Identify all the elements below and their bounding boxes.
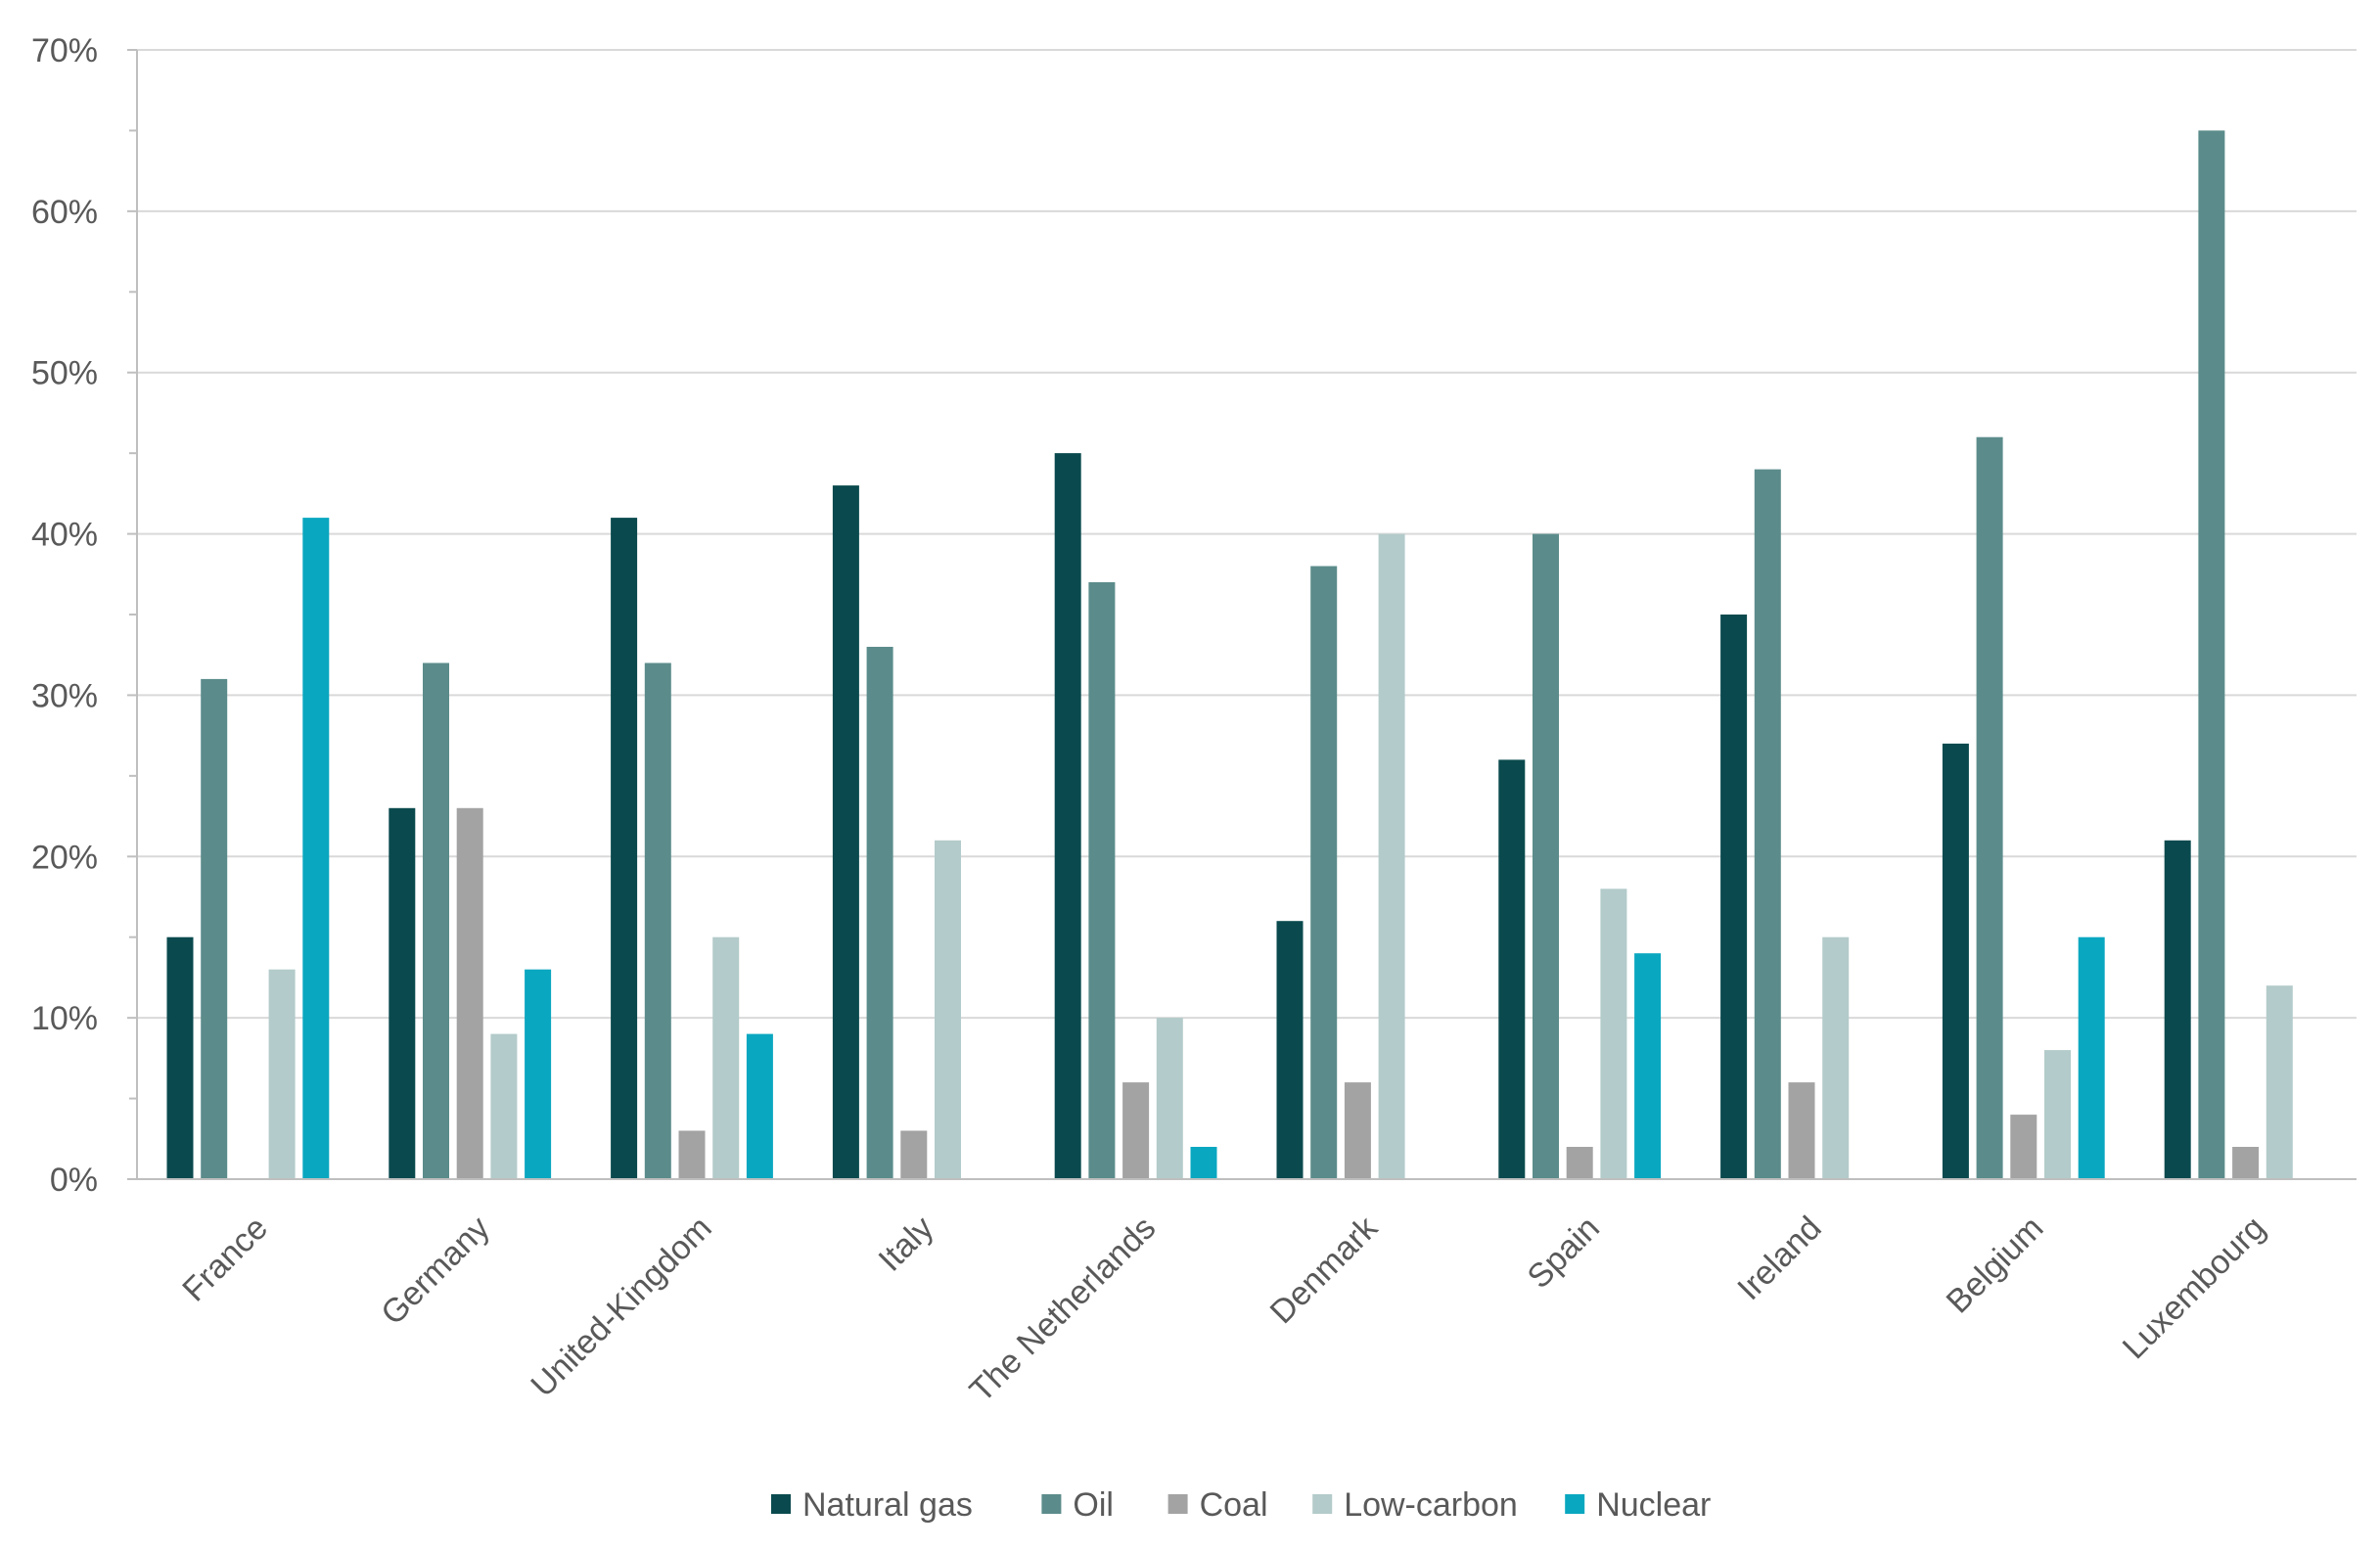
bar-coal-italy (900, 1130, 928, 1179)
y-tick-label: 60% (31, 194, 98, 231)
bar-low-carbon-denmark (1378, 533, 1405, 1179)
bar-low-carbon-spain (1600, 889, 1627, 1179)
legend-label: Nuclear (1596, 1486, 1711, 1524)
bar-nuclear-belgium (2078, 936, 2105, 1179)
x-tick-label: France (175, 1209, 275, 1309)
bar-natural-gas-italy (832, 485, 859, 1180)
bar-low-carbon-belgium (2044, 1050, 2071, 1179)
legend-swatch (1312, 1494, 1333, 1514)
bar-natural-gas-spain (1498, 759, 1526, 1179)
gridlines (137, 49, 2357, 1020)
bar-oil-denmark (1310, 566, 1338, 1179)
bar-natural-gas-the-netherlands (1054, 453, 1081, 1180)
bar-coal-united-kingdom (678, 1130, 706, 1179)
bar-low-carbon-united-kingdom (712, 936, 740, 1179)
x-tick-label: United-Kingdom (524, 1209, 718, 1404)
bar-low-carbon-france (268, 969, 296, 1179)
legend-swatch (771, 1494, 791, 1514)
legend-label: Low-carbon (1344, 1486, 1518, 1524)
bar-natural-gas-germany (389, 807, 416, 1179)
bar-natural-gas-belgium (1942, 743, 1969, 1179)
y-tick-label: 30% (31, 677, 98, 714)
x-tick-label: Belgium (1940, 1209, 2051, 1321)
x-tick-label: Spain (1520, 1209, 1606, 1296)
y-tick-label: 70% (31, 32, 98, 69)
bar-oil-belgium (1976, 436, 2003, 1179)
bar-oil-spain (1533, 533, 1559, 1179)
x-axis: France Germany United-Kingdom Italy The Neth… (137, 1178, 2357, 1410)
bar-low-carbon-ireland (1822, 936, 1850, 1179)
x-tick-label: Germany (374, 1209, 497, 1333)
y-axis: 0% 10% 20% 30% 40% 50% 60% 70% (31, 32, 138, 1199)
x-tick-label: Luxembourg (2116, 1209, 2273, 1367)
bar-natural-gas-denmark (1276, 921, 1304, 1179)
y-tick-label: 40% (31, 517, 98, 554)
x-tick-label: Italy (871, 1209, 940, 1279)
bar-natural-gas-ireland (1720, 615, 1748, 1179)
bar-natural-gas-luxembourg (2164, 840, 2191, 1179)
bar-low-carbon-italy (935, 840, 961, 1179)
bar-oil-united-kingdom (644, 662, 671, 1179)
bar-coal-spain (1566, 1147, 1593, 1179)
bar-oil-the-netherlands (1088, 582, 1116, 1179)
x-tick-label: Ireland (1730, 1209, 1828, 1307)
legend-swatch (1167, 1494, 1188, 1514)
legend-label: Natural gas (802, 1486, 973, 1524)
bar-oil-italy (866, 647, 893, 1179)
bar-low-carbon-the-netherlands (1156, 1018, 1183, 1179)
y-tick-label: 10% (31, 1000, 98, 1037)
legend: Natural gas Oil Coal Low-carbon Nuclear (771, 1486, 1711, 1524)
bar-oil-france (201, 678, 228, 1179)
legend-item-natural-gas: Natural gas (771, 1486, 973, 1524)
bar-nuclear-spain (1634, 953, 1662, 1179)
legend-item-nuclear: Nuclear (1565, 1486, 1711, 1524)
bar-nuclear-united-kingdom (746, 1033, 773, 1179)
bar-oil-germany (423, 662, 449, 1179)
bar-nuclear-the-netherlands (1190, 1147, 1217, 1179)
bar-nuclear-germany (525, 969, 552, 1179)
x-tick-label: The Netherlands (963, 1209, 1164, 1410)
bar-coal-the-netherlands (1122, 1082, 1150, 1179)
bar-coal-belgium (2010, 1115, 2037, 1179)
bar-oil-luxembourg (2198, 130, 2225, 1179)
legend-swatch (1565, 1494, 1585, 1514)
bar-coal-luxembourg (2232, 1147, 2260, 1179)
legend-item-coal: Coal (1167, 1486, 1268, 1524)
y-tick-label: 0% (50, 1162, 98, 1199)
legend-label: Oil (1073, 1486, 1114, 1524)
legend-item-low-carbon: Low-carbon (1312, 1486, 1518, 1524)
bar-nuclear-france (302, 518, 330, 1179)
bar-natural-gas-united-kingdom (611, 518, 638, 1179)
bars (166, 130, 2293, 1180)
legend-item-oil: Oil (1041, 1486, 1114, 1524)
legend-swatch (1041, 1494, 1062, 1514)
bar-coal-ireland (1788, 1082, 1815, 1179)
y-tick-label: 20% (31, 839, 98, 876)
bar-natural-gas-france (166, 936, 194, 1179)
legend-label: Coal (1200, 1486, 1268, 1524)
bar-low-carbon-germany (490, 1033, 518, 1179)
bar-coal-denmark (1344, 1082, 1371, 1179)
bar-oil-ireland (1754, 469, 1781, 1180)
x-tick-label: Denmark (1263, 1209, 1386, 1331)
bar-coal-germany (456, 807, 483, 1179)
y-tick-label: 50% (31, 355, 98, 392)
bar-low-carbon-luxembourg (2266, 985, 2293, 1179)
